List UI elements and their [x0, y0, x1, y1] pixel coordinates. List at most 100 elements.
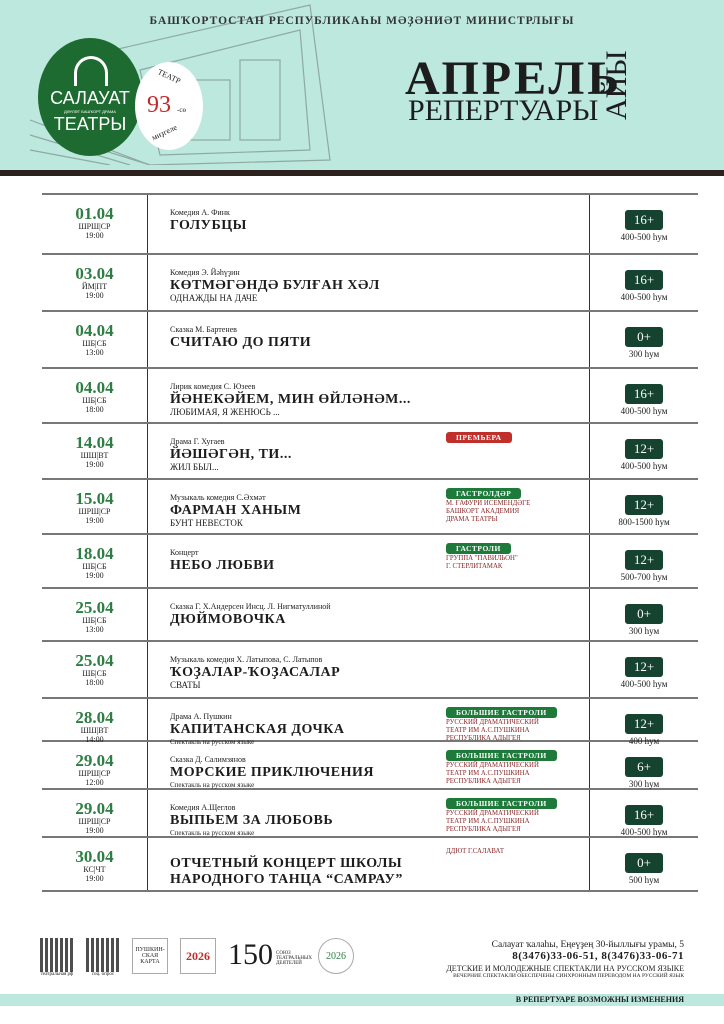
std-150-logo: 150 СОЮЗ ТЕАТРАЛЬНЫХ ДЕЯТЕЛЕЙ	[228, 938, 312, 971]
event-genre: Сказка М. Бартенев	[170, 325, 237, 334]
event-guest-note: РУССКИЙ ДРАМАТИЧЕСКИЙ ТЕАТР ИМ А.С.ПУШКИН…	[446, 762, 539, 786]
event-row: 01.04 ШРШ|СР 19:00 Комедия А. Финк ГОЛУБЦЫ…	[42, 195, 698, 255]
age-rating-badge: 16+	[625, 270, 663, 290]
event-title: ФАРМАН ХАНЫМ	[170, 502, 302, 518]
event-info: Комедия А. Финк ГОЛУБЦЫ	[148, 195, 590, 253]
pushkin-card-logo: ПУШКИН-СКАЯ КАРТА	[132, 938, 168, 974]
family-year-logo: 2026	[318, 938, 354, 974]
event-tag: БОЛЬШИЕ ГАСТРОЛИ	[446, 707, 557, 718]
event-subtitle: ЛЮБИМАЯ, Я ЖЕНЮСЬ ...	[170, 406, 280, 417]
event-info: Комедия Э. Йәһүҙин КӨТМӘГӘНДӘ БУЛҒАН ХӘЛ…	[148, 255, 590, 310]
event-age-price: 12+ 400 һум	[590, 699, 698, 746]
event-date: 04.04 ШБ|СБ 13:00	[42, 312, 148, 367]
ticket-price: 400-500 һум	[620, 679, 668, 689]
event-age-price: 0+ 300 һум	[590, 312, 698, 367]
event-tag: БОЛЬШИЕ ГАСТРОЛИ	[446, 798, 557, 809]
season-badge: ТЕАТР 93 -сө миҙгеле	[135, 62, 203, 150]
event-language: Спектакль на русском языке	[170, 737, 255, 746]
age-rating-badge: 6+	[625, 757, 663, 777]
event-subtitle: ЖИЛ БЫЛ...	[170, 461, 219, 472]
event-row: 04.04 ШБ|СБ 18:00 Лирик комедия С. Юзеев Й…	[42, 369, 698, 424]
event-title: ОТЧЕТНЫЙ КОНЦЕРТ ШКОЛЫ	[170, 856, 403, 871]
partner-logos: театральная рф соц. опрос ПУШКИН-СКАЯ КА…	[40, 938, 354, 978]
event-title: НЕБО ЛЮБВИ	[170, 557, 275, 573]
event-guest-note: РУССКИЙ ДРАМАТИЧЕСКИЙ ТЕАТР ИМ А.С.ПУШКИН…	[446, 719, 539, 743]
event-subtitle: СВАТЫ	[170, 679, 201, 690]
ticket-price: 500-700 һум	[620, 572, 668, 582]
event-guest-note: РУССКИЙ ДРАМАТИЧЕСКИЙ ТЕАТР ИМ А.С.ПУШКИН…	[446, 810, 539, 834]
age-rating-badge: 12+	[625, 439, 663, 459]
event-info: Музыкаль комедия С.Әхмәт ФАРМАН ХАНЫМ БУН…	[148, 480, 590, 533]
age-rating-badge: 12+	[625, 714, 663, 734]
event-subtitle: ОДНАЖДЫ НА ДАЧЕ	[170, 292, 258, 303]
event-row: 04.04 ШБ|СБ 13:00 Сказка М. Бартенев СЧИТА…	[42, 312, 698, 369]
age-rating-badge: 0+	[625, 604, 663, 624]
qr-code-site[interactable]: театральная рф	[40, 938, 74, 977]
event-date: 14.04 ШШ|ВТ 19:00	[42, 424, 148, 478]
event-genre: Музыкаль комедия С.Әхмәт	[170, 493, 266, 502]
ticket-price: 400-500 һум	[620, 406, 668, 416]
age-rating-badge: 16+	[625, 210, 663, 230]
ticket-price: 300 һум	[628, 779, 660, 789]
title-repertoire: РЕПЕРТУАРЫ	[408, 94, 599, 127]
event-age-price: 16+ 400-500 һум	[590, 369, 698, 422]
event-date: 30.04 КС|ЧТ 19:00	[42, 838, 148, 890]
event-row: 03.04 ЙМ|ПТ 19:00 Комедия Э. Йәһүҙин КӨТМӘ…	[42, 255, 698, 312]
theatre-logo: САЛАУАТ ДӘҮЛӘТ БАШҠОРТ ДРАМА ТЕАТРЫ	[38, 38, 142, 156]
event-age-price: 6+ 300 һум	[590, 742, 698, 789]
event-title: ВЫПЬЕМ ЗА ЛЮБОВЬ	[170, 812, 334, 828]
age-rating-badge: 16+	[625, 805, 663, 825]
repertoire-table: 01.04 ШРШ|СР 19:00 Комедия А. Финк ГОЛУБЦЫ…	[42, 193, 698, 892]
ticket-price: 400-500 һум	[620, 827, 668, 837]
event-date: 25.04 ШБ|СБ 13:00	[42, 589, 148, 640]
contacts: Салауат ҡалаһы, Еңеүҙең 30-йыллығы урамы…	[446, 940, 684, 979]
ticket-price: 300 һум	[628, 626, 660, 636]
event-row: 29.04 ШРШ|СР 19:00 Комедия А.Щеглов ВЫПЬЕМ…	[42, 790, 698, 838]
event-row: 14.04 ШШ|ВТ 19:00 Драма Г. Хугаев ЙӘШӘГӘН,…	[42, 424, 698, 480]
ministry-title: БАШҠОРТОСТАН РЕСПУБЛИКАҺЫ МӘҘӘНИӘТ МИНИС…	[149, 15, 575, 27]
age-rating-badge: 12+	[625, 550, 663, 570]
age-rating-badge: 12+	[625, 657, 663, 677]
event-age-price: 12+ 400-500 һум	[590, 424, 698, 478]
event-date: 04.04 ШБ|СБ 18:00	[42, 369, 148, 422]
event-age-price: 12+ 400-500 һум	[590, 642, 698, 697]
age-rating-badge: 16+	[625, 384, 663, 404]
event-title: ДЮЙМОВОЧКА	[170, 611, 286, 627]
event-genre: Сказка Д. Салимзянов	[170, 755, 246, 764]
event-row: 15.04 ШРШ|СР 19:00 Музыкаль комедия С.Әхмә…	[42, 480, 698, 535]
age-rating-badge: 0+	[625, 327, 663, 347]
event-date: 28.04 ШШ|ВТ 14:00	[42, 699, 148, 744]
event-genre: Драма Г. Хугаев	[170, 437, 225, 446]
event-info: Комедия А.Щеглов ВЫПЬЕМ ЗА ЛЮБОВЬ Спектак…	[148, 790, 590, 837]
event-date: 25.04 ШБ|СБ 18:00	[42, 642, 148, 697]
event-date: 29.04 ШРШ|СР 12:00	[42, 742, 148, 788]
event-age-price: 0+ 300 һум	[590, 589, 698, 640]
event-genre: Сказка Г. Х.Андерсен Инсц. Л. Нигматулли…	[170, 602, 331, 611]
ticket-price: 400 һум	[628, 736, 660, 746]
title-side: АЙЫ	[600, 50, 633, 121]
event-age-price: 12+ 500-700 һум	[590, 535, 698, 587]
divider	[0, 170, 724, 176]
event-age-price: 0+ 500 һум	[590, 838, 698, 890]
ticket-price: 300 һум	[628, 349, 660, 359]
event-row: 25.04 ШБ|СБ 18:00 Музыкаль комедия Х. Латы…	[42, 642, 698, 699]
changes-band: В РЕПЕРТУАРЕ ВОЗМОЖНЫ ИЗМЕНЕНИЯ	[0, 994, 724, 1006]
event-genre: Музыкаль комедия Х. Латыпова, С. Латыпов	[170, 655, 323, 664]
event-date: 29.04 ШРШ|СР 19:00	[42, 790, 148, 836]
event-info: Сказка Д. Салимзянов МОРСКИЕ ПРИКЛЮЧЕНИЯ…	[148, 742, 590, 789]
event-tag: ПРЕМЬЕРА	[446, 432, 512, 443]
event-genre: Лирик комедия С. Юзеев	[170, 382, 256, 391]
event-language: Спектакль на русском языке	[170, 780, 255, 789]
qr-code-survey[interactable]: соц. опрос	[86, 938, 120, 977]
event-age-price: 16+ 400-500 һум	[590, 790, 698, 837]
event-row: 30.04 КС|ЧТ 19:00 ОТЧЕТНЫЙ КОНЦЕРТ ШКОЛЫ НА…	[42, 838, 698, 892]
event-title: КАПИТАНСКАЯ ДОЧКА	[170, 721, 345, 737]
event-title: СЧИТАЮ ДО ПЯТИ	[170, 334, 312, 350]
event-info: Драма А. Пушкин КАПИТАНСКАЯ ДОЧКА Спектак…	[148, 699, 590, 746]
event-subtitle: БУНТ НЕВЕСТОК	[170, 517, 243, 528]
ticket-price: 500 һум	[628, 875, 660, 885]
event-genre: Комедия А.Щеглов	[170, 803, 236, 812]
year-2026-logo: 2026	[180, 938, 216, 974]
event-genre: Концерт	[170, 548, 199, 557]
event-genre: Драма А. Пушкин	[170, 712, 232, 721]
